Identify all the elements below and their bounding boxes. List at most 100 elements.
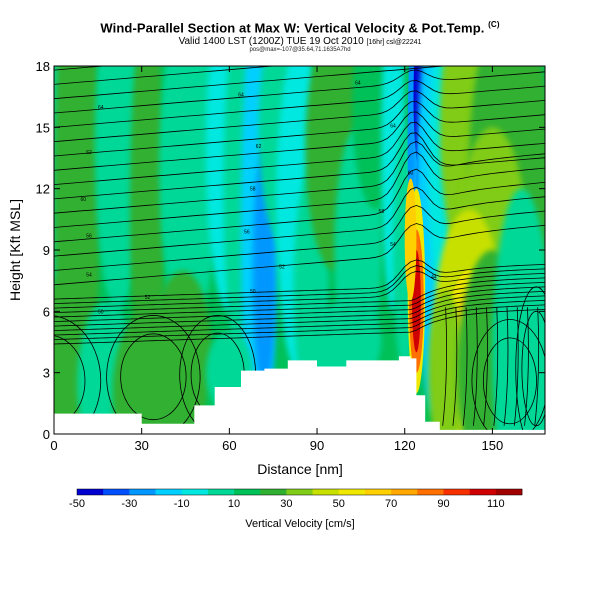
colorbar-label: Vertical Velocity [cm/s] [245,518,354,530]
theta-contour [54,121,545,185]
colorbar-swatch [155,489,183,495]
y-axis: 0 3 6 9 12 15 18 [36,59,545,442]
y-tick-label: 15 [36,120,50,135]
theta-contour [54,151,545,228]
theta-contour [54,295,545,331]
contour-label: 62 [86,150,92,156]
theta-contour [54,291,545,327]
colorbar-swatch [364,489,392,495]
y-tick-label: 12 [36,182,50,197]
chart-subtitle: Valid 1400 LST (1200Z) TUE 19 Oct 2010 [… [0,36,600,47]
colorbar-swatch [234,489,261,495]
velocity-cell [492,188,545,434]
y-axis-label: Height [Kft MSL] [7,199,23,301]
lee-contour [462,307,468,426]
colorbar-tick-label: -30 [121,498,137,510]
x-tick-label: 120 [394,438,416,453]
lee-contour [534,307,540,426]
colorbar-tick-label: 90 [437,498,449,510]
colorbar-swatch [443,489,470,495]
colorbar-swatch [391,489,418,495]
velocity-cell [428,290,464,434]
theta-contour [54,259,545,300]
colorbar-swatch [181,489,209,495]
chart-subtitle-line3: pos@max=-107@35.64,71.1635A7hd [249,47,351,53]
theta-contour [54,304,545,340]
theta-contour [54,223,545,286]
theta-contour [54,270,545,309]
theta-contour [54,141,545,214]
y-tick-label: 3 [43,366,50,381]
closed-contour [120,333,187,421]
closed-contour [106,315,201,434]
theta-contour [54,277,545,313]
theta-contour [54,66,108,71]
colorbar-tick-label: 70 [385,498,397,510]
contour-label: 58 [250,187,256,193]
lee-contour [452,307,458,426]
x-tick-label: 60 [222,438,236,453]
lee-contour [442,307,447,426]
closed-contour [471,319,545,434]
contour-label: 52 [145,295,151,301]
colorbar-tick-label: -10 [174,498,190,510]
theta-contour [54,168,545,243]
terrain-mask [54,356,545,434]
contour-label: 64 [238,93,244,99]
closed-contour [521,310,545,427]
colorbar-swatch [286,489,313,495]
contour-label: 50 [250,289,256,295]
closed-contour [54,315,102,434]
contour-label: 58 [379,209,385,215]
theta-contour [54,282,545,318]
lee-contour [503,307,509,426]
contour-label: 62 [256,144,262,150]
colorbar-swatch [469,489,497,495]
contour-label: 52 [279,264,285,270]
theta-contour [54,80,545,128]
theta-contour [54,15,545,56]
contour-label: 44 [431,275,437,281]
lee-contour [483,307,488,426]
y-tick-label: 18 [36,59,50,74]
theta-contour [54,66,279,85]
closed-contour [482,337,537,425]
colorbar-swatch [312,489,340,495]
contour-label: 64 [355,80,361,86]
terrain-shape [54,356,545,434]
theta-contour [54,186,545,257]
colorbar-swatch [207,489,235,495]
theta-contour [54,90,545,142]
closed-contour [515,286,545,434]
colorbar-swatch [495,489,523,495]
contour-label: 64 [98,105,104,111]
chart-title-text: Wind-Parallel Section at Max W: Vertical… [100,20,485,36]
colorbar-tick-label: 30 [280,498,292,510]
contour-labels: 64 64 64 64 62 62 60 60 58 58 56 56 54 54 52 52 50 50 44 [80,80,436,315]
lee-contour [472,307,478,426]
potential-temperature-contours [54,15,545,434]
chart-subtitle-small: [16hr] csl@22241 [366,39,422,46]
velocity-cell [404,178,417,302]
x-tick-label: 90 [310,438,324,453]
closed-contour [54,335,86,427]
y-tick-label: 6 [43,304,50,319]
theta-contour [54,100,545,157]
colorbar-tick-label: -50 [69,498,85,510]
theta-contour [54,286,545,322]
contour-label: 56 [244,230,250,236]
lee-contour [524,307,529,426]
theta-contour [54,309,545,345]
colorbar-tick-label: 110 [487,498,505,510]
theta-contour [54,204,545,271]
contour-label: 60 [408,170,414,176]
y-tick-label: 0 [43,427,50,442]
colorbar: -50 -30 -10 10 30 50 70 90 110 [69,488,523,510]
chart-title: Wind-Parallel Section at Max W: Vertical… [0,20,600,35]
contour-label: 54 [390,242,396,248]
theta-contour [54,132,545,200]
colorbar-swatch [77,489,104,495]
y-tick-label: 9 [43,243,50,258]
colorbar-swatch [260,489,287,495]
